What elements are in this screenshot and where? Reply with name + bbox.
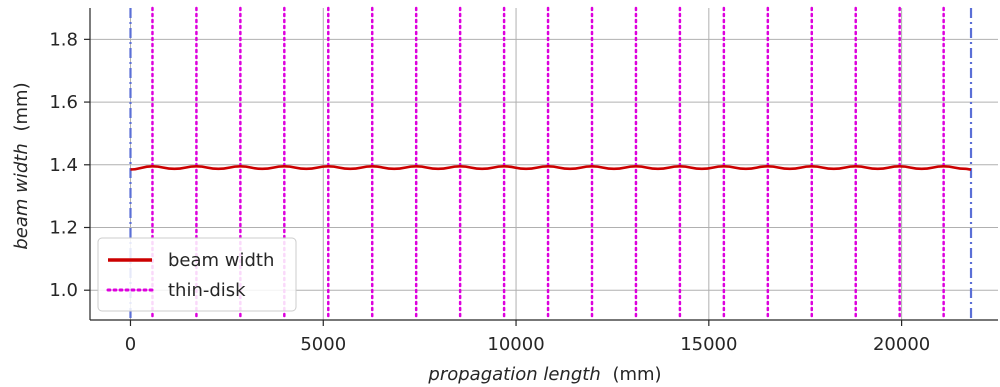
y-axis-label: beam width (mm) xyxy=(11,82,32,249)
y-tick-label: 1.6 xyxy=(49,92,78,113)
y-tick-label: 1.0 xyxy=(49,280,78,301)
legend: beam width thin-disk xyxy=(98,238,296,311)
legend-thin-disk-label: thin-disk xyxy=(168,280,246,301)
x-tick-label: 10000 xyxy=(487,334,544,355)
y-tick-label: 1.2 xyxy=(49,217,78,238)
x-tick-label: 5000 xyxy=(300,334,346,355)
legend-beam-width-label: beam width xyxy=(168,250,274,271)
x-axis-label: propagation length (mm) xyxy=(427,364,661,385)
y-tick-label: 1.8 xyxy=(49,29,78,50)
x-tick-label: 0 xyxy=(125,334,136,355)
y-tick-label: 1.4 xyxy=(49,155,78,176)
x-tick-label: 15000 xyxy=(680,334,737,355)
beam-width-line xyxy=(130,166,971,169)
series-layer xyxy=(130,166,971,169)
x-tick-label: 20000 xyxy=(873,334,930,355)
